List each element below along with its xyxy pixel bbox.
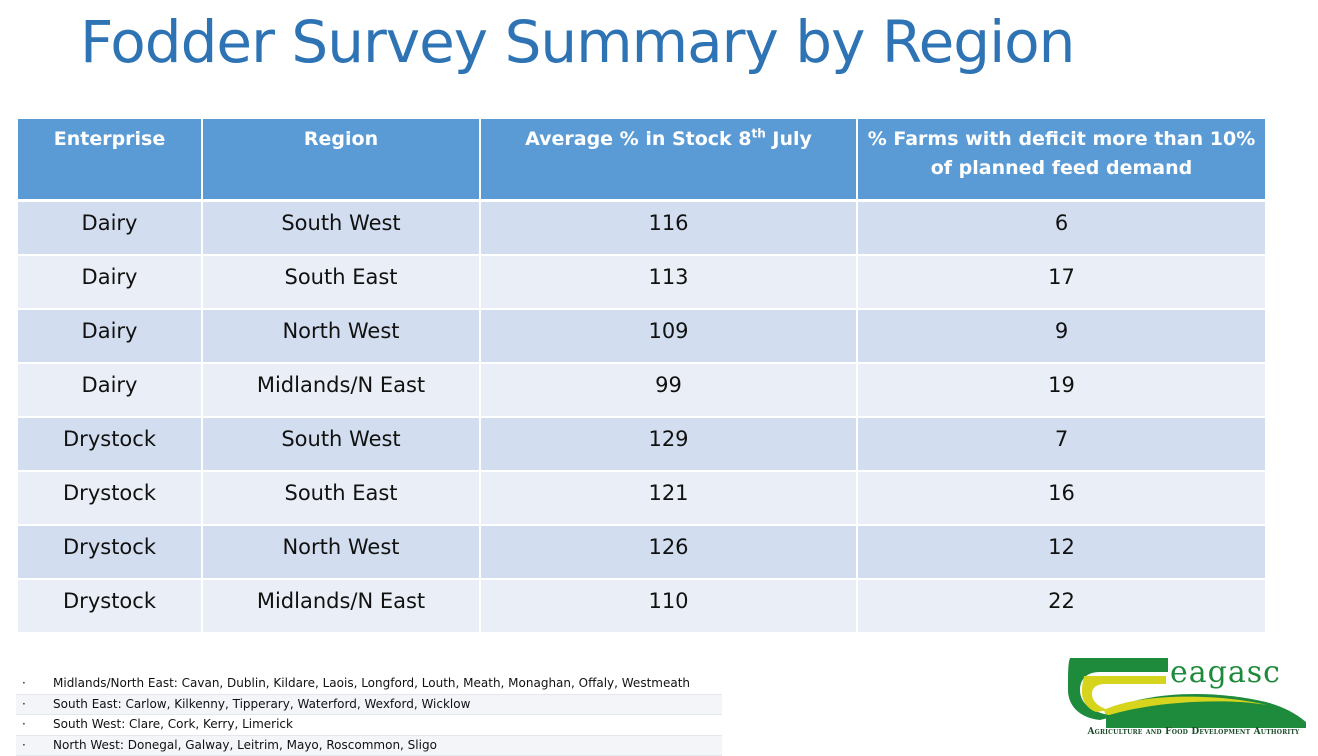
cell-enterprise: Dairy	[17, 201, 202, 256]
header-stock-sup: th	[752, 127, 766, 141]
cell-enterprise: Drystock	[17, 579, 202, 633]
fodder-table: Enterprise Region Average % in Stock 8th…	[16, 117, 1267, 634]
cell-region: South West	[202, 201, 480, 256]
cell-enterprise: Dairy	[17, 309, 202, 363]
cell-enterprise: Dairy	[17, 255, 202, 309]
legend-text: South East: Carlow, Kilkenny, Tipperary,…	[53, 695, 470, 715]
legend-item: ·Midlands/North East: Cavan, Dublin, Kil…	[16, 674, 722, 695]
cell-deficit: 9	[857, 309, 1266, 363]
cell-enterprise: Drystock	[17, 525, 202, 579]
header-average-stock: Average % in Stock 8th July	[480, 118, 857, 201]
cell-deficit: 7	[857, 417, 1266, 471]
legend-text: Midlands/North East: Cavan, Dublin, Kild…	[53, 674, 690, 694]
legend-bullet: ·	[16, 715, 53, 735]
cell-deficit: 6	[857, 201, 1266, 256]
cell-average-stock: 116	[480, 201, 857, 256]
legend-bullet: ·	[16, 674, 53, 694]
legend-item: ·South West: Clare, Cork, Kerry, Limeric…	[16, 715, 722, 736]
cell-enterprise: Drystock	[17, 471, 202, 525]
cell-enterprise: Drystock	[17, 417, 202, 471]
header-deficit: % Farms with deficit more than 10% of pla…	[857, 118, 1266, 201]
header-row: Enterprise Region Average % in Stock 8th…	[17, 118, 1266, 201]
legend-bullet: ·	[16, 736, 53, 756]
header-deficit-line1: % Farms with deficit more than 10%	[868, 128, 1256, 150]
cell-average-stock: 121	[480, 471, 857, 525]
cell-average-stock: 129	[480, 417, 857, 471]
cell-region: North West	[202, 309, 480, 363]
cell-region: South West	[202, 417, 480, 471]
legend-text: North West: Donegal, Galway, Leitrim, Ma…	[53, 736, 437, 756]
header-stock-text: Average % in Stock 8	[525, 128, 751, 150]
page-title: Fodder Survey Summary by Region	[80, 8, 1074, 76]
cell-average-stock: 113	[480, 255, 857, 309]
header-deficit-line2: of planned feed demand	[931, 157, 1193, 179]
header-enterprise: Enterprise	[17, 118, 202, 201]
cell-region: Midlands/N East	[202, 363, 480, 417]
cell-region: North West	[202, 525, 480, 579]
header-stock-tail: July	[766, 128, 812, 150]
cell-average-stock: 99	[480, 363, 857, 417]
logo-wordmark: eagasc	[1170, 655, 1281, 690]
cell-deficit: 19	[857, 363, 1266, 417]
cell-average-stock: 126	[480, 525, 857, 579]
region-legend: ·Midlands/North East: Cavan, Dublin, Kil…	[16, 674, 722, 756]
cell-region: South East	[202, 471, 480, 525]
header-region: Region	[202, 118, 480, 201]
legend-item: ·South East: Carlow, Kilkenny, Tipperary…	[16, 695, 722, 716]
cell-deficit: 12	[857, 525, 1266, 579]
cell-enterprise: Dairy	[17, 363, 202, 417]
cell-deficit: 22	[857, 579, 1266, 633]
cell-deficit: 17	[857, 255, 1266, 309]
logo-tagline: Agriculture and Food Development Authori…	[1076, 727, 1311, 737]
cell-average-stock: 109	[480, 309, 857, 363]
cell-region: South East	[202, 255, 480, 309]
legend-bullet: ·	[16, 695, 53, 715]
legend-text: South West: Clare, Cork, Kerry, Limerick	[53, 715, 293, 735]
cell-average-stock: 110	[480, 579, 857, 633]
cell-region: Midlands/N East	[202, 579, 480, 633]
cell-deficit: 16	[857, 471, 1266, 525]
